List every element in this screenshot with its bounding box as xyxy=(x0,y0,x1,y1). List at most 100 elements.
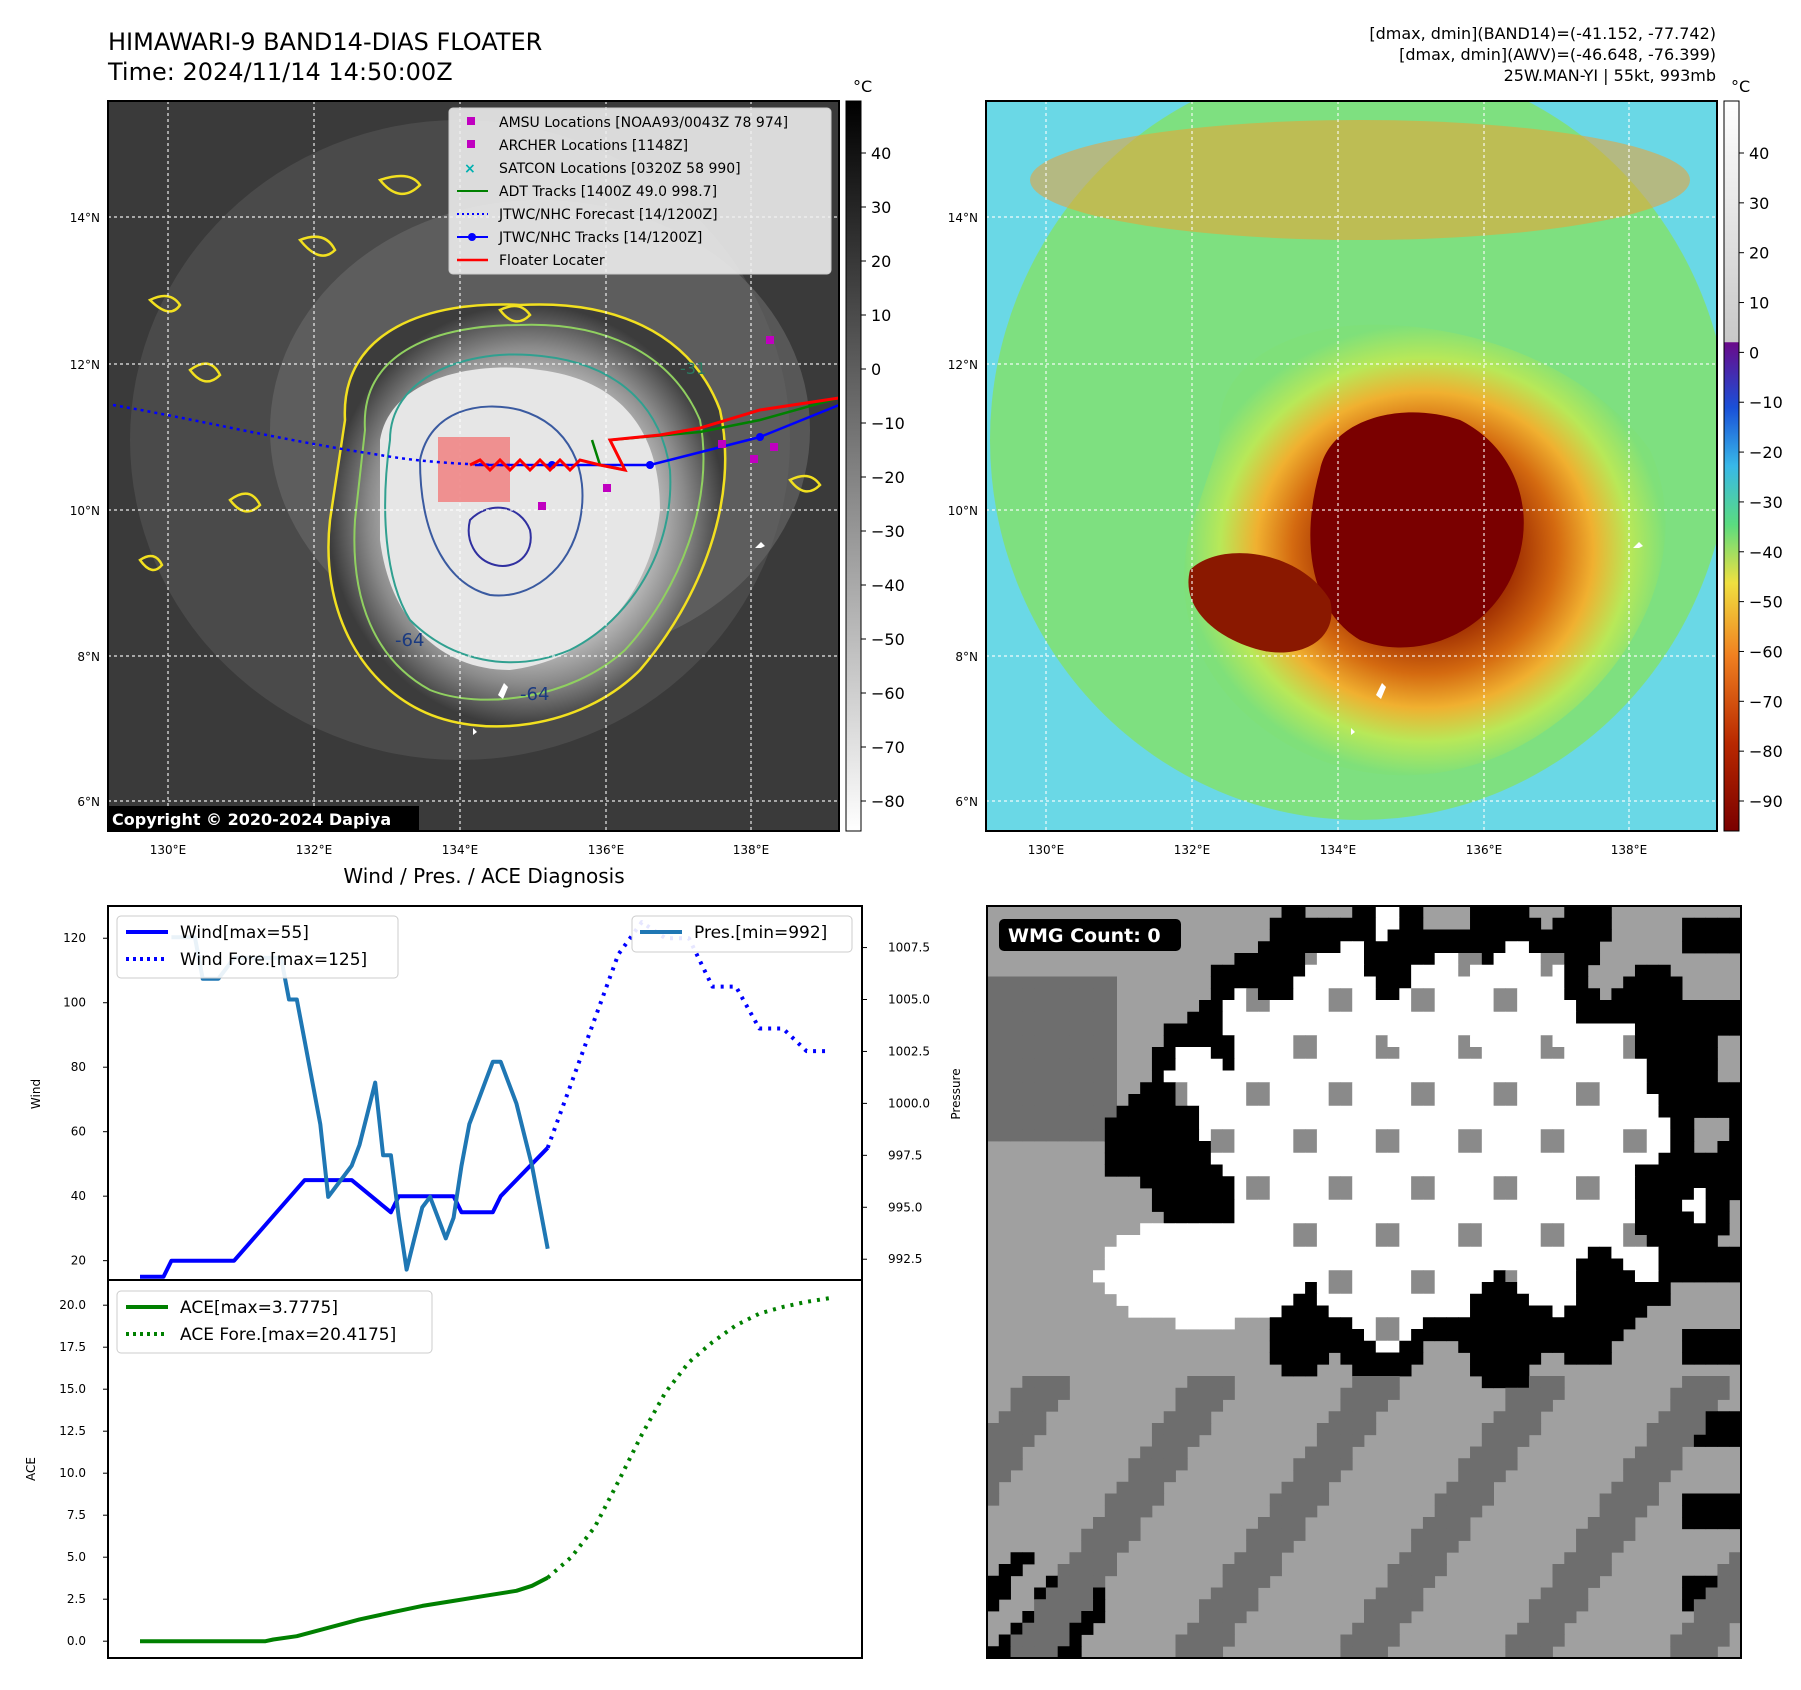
wind-legend: Wind[max=55] Wind Fore.[max=125] xyxy=(116,915,399,979)
info-awv: [dmax, dmin](AWV)=(-46.648, -76.399) xyxy=(1399,45,1716,64)
right-lat-labels: 14°N 12°N 10°N 8°N 6°N xyxy=(948,211,978,809)
ace-tick-label: 10.0 xyxy=(59,1466,86,1480)
left-lat-labels: 14°N 12°N 10°N 8°N 6°N xyxy=(70,211,100,809)
archer-marker xyxy=(603,484,611,492)
left-colorbar-tick-label: −80 xyxy=(871,792,905,811)
ace-line xyxy=(140,1575,549,1644)
right-colorbar-tick-label: 30 xyxy=(1749,194,1769,213)
wmg-panel: WMG Count: 0 xyxy=(986,905,1742,1659)
wind-tick-label: 100 xyxy=(63,996,86,1010)
ace-tick-label: 2.5 xyxy=(67,1592,86,1606)
right-lat-8: 8°N xyxy=(955,650,978,664)
right-colorbar-tick-label: 40 xyxy=(1749,144,1769,163)
legend-archer: ARCHER Locations [1148Z] xyxy=(499,138,688,154)
pres-legend: Pres.[min=992] xyxy=(631,915,853,953)
wind-tick-label: 120 xyxy=(63,931,86,945)
pressure-tick-label: 992.5 xyxy=(888,1252,922,1266)
pressure-tick-label: 1000.0 xyxy=(888,1096,930,1110)
left-colorbar-tick-label: −20 xyxy=(871,468,905,487)
right-colorbar-tick-label: −60 xyxy=(1749,642,1783,661)
pressure-tick-label: 995.0 xyxy=(888,1200,922,1214)
left-colorbar-tick-label: 20 xyxy=(871,252,891,271)
ace-tick-label: 5.0 xyxy=(67,1550,86,1564)
left-lon-labels: 130°E 132°E 134°E 136°E 138°E xyxy=(150,843,770,857)
jtwc-forecast-track xyxy=(112,403,511,467)
legend-satcon: SATCON Locations [0320Z 58 990] xyxy=(499,161,741,177)
ace-tick-label: 17.5 xyxy=(59,1340,86,1354)
left-colorbar-tick-label: −40 xyxy=(871,576,905,595)
ace-ticks: 20.0 17.5 15.0 12.5 10.0 7.5 5.0 2.5 0.0 xyxy=(59,1298,108,1648)
legend-floater: Floater Locater xyxy=(499,253,605,269)
left-lat-10: 10°N xyxy=(70,504,100,518)
wind-tick-label: 60 xyxy=(71,1125,86,1139)
wind-tick-label: 20 xyxy=(71,1254,86,1268)
left-colorbar-unit: °C xyxy=(853,77,872,96)
pressure-tick-label: 1005.0 xyxy=(888,993,930,1007)
legend-marker-satcon: × xyxy=(464,161,476,177)
pressure-tick-label: 1002.5 xyxy=(888,1044,930,1058)
floater-track xyxy=(469,396,839,473)
left-lon-136: 136°E xyxy=(588,843,625,857)
left-lat-8: 8°N xyxy=(77,650,100,664)
ace-forecast-line xyxy=(546,1296,831,1580)
right-colorbar xyxy=(1723,100,1740,832)
right-lat-12: 12°N xyxy=(948,358,978,372)
right-colorbar-ticks: 40 30 20 10 0 −10 −20 −30 −40 −50 −60 −70 −80 −90 xyxy=(1739,144,1783,811)
left-colorbar xyxy=(845,100,862,832)
left-lon-132: 132°E xyxy=(296,843,333,857)
legend-marker-amsu xyxy=(467,117,475,125)
info-band14: [dmax, dmin](BAND14)=(-41.152, -77.742) xyxy=(1369,24,1716,43)
right-lon-labels: 130°E 132°E 134°E 136°E 138°E xyxy=(1028,843,1648,857)
pressure-axis-label: Pressure xyxy=(949,1068,963,1119)
legend-forecast: JTWC/NHC Forecast [14/1200Z] xyxy=(498,207,718,223)
right-colorbar-tick-label: 20 xyxy=(1749,244,1769,263)
amsu-marker xyxy=(766,336,774,344)
right-lon-136: 136°E xyxy=(1466,843,1503,857)
legend-ace: ACE[max=3.7775] xyxy=(180,1298,338,1318)
legend-adt: ADT Tracks [1400Z 49.0 998.7] xyxy=(499,184,717,200)
contour-label-3: -31 xyxy=(680,359,706,378)
left-colorbar-tick-label: 10 xyxy=(871,306,891,325)
right-lon-130: 130°E xyxy=(1028,843,1065,857)
wind-ticks: 120 100 80 60 40 20 xyxy=(63,931,108,1268)
left-colorbar-tick-label: 0 xyxy=(871,360,881,379)
copyright-text: Copyright © 2020-2024 Dapiya xyxy=(112,810,391,829)
wind-line xyxy=(140,1146,550,1279)
legend-ace-fore: ACE Fore.[max=20.4175] xyxy=(180,1325,396,1345)
pressure-tick-label: 1007.5 xyxy=(888,941,930,955)
left-lon-134: 134°E xyxy=(442,843,479,857)
left-colorbar-tick-label: −60 xyxy=(871,684,905,703)
right-colorbar-tick-label: −10 xyxy=(1749,393,1783,412)
wind-tick-label: 40 xyxy=(71,1189,86,1203)
right-lon-138: 138°E xyxy=(1611,843,1648,857)
right-colorbar-unit: °C xyxy=(1731,77,1750,96)
right-colorbar-tick-label: −50 xyxy=(1749,593,1783,612)
left-lat-12: 12°N xyxy=(70,358,100,372)
ace-axis-label: ACE xyxy=(24,1457,38,1481)
legend-tracks: JTWC/NHC Tracks [14/1200Z] xyxy=(498,230,702,246)
left-colorbar-tick-label: 40 xyxy=(871,144,891,163)
ace-tick-label: 0.0 xyxy=(67,1634,86,1648)
legend-amsu: AMSU Locations [NOAA93/0043Z 78 974] xyxy=(499,115,788,131)
left-colorbar-tick-label: −10 xyxy=(871,414,905,433)
left-lon-130: 130°E xyxy=(150,843,187,857)
floater-box xyxy=(438,437,510,502)
right-colorbar-tick-label: −40 xyxy=(1749,543,1783,562)
legend-wind: Wind[max=55] xyxy=(180,923,309,943)
legend-pres: Pres.[min=992] xyxy=(694,923,827,943)
wmg-count: WMG Count: 0 xyxy=(1008,925,1161,947)
right-colorbar-tick-label: −70 xyxy=(1749,692,1783,711)
ace-legend: ACE[max=3.7775] ACE Fore.[max=20.4175] xyxy=(116,1290,433,1354)
ace-tick-label: 15.0 xyxy=(59,1382,86,1396)
right-lat-6: 6°N xyxy=(955,795,978,809)
right-lon-132: 132°E xyxy=(1174,843,1211,857)
left-colorbar-ticks: 40 30 20 10 0 −10 −20 −30 −40 −50 −60 −70 −80 xyxy=(861,144,905,811)
left-colorbar-tick-label: −70 xyxy=(871,738,905,757)
figure-time: Time: 2024/11/14 14:50:00Z xyxy=(107,58,453,86)
figure-title: HIMAWARI-9 BAND14-DIAS FLOATER xyxy=(108,28,542,56)
copyright-badge xyxy=(108,806,419,831)
left-colorbar-tick-label: −30 xyxy=(871,522,905,541)
wmg-badge xyxy=(999,919,1181,951)
left-colorbar-tick-label: 30 xyxy=(871,198,891,217)
